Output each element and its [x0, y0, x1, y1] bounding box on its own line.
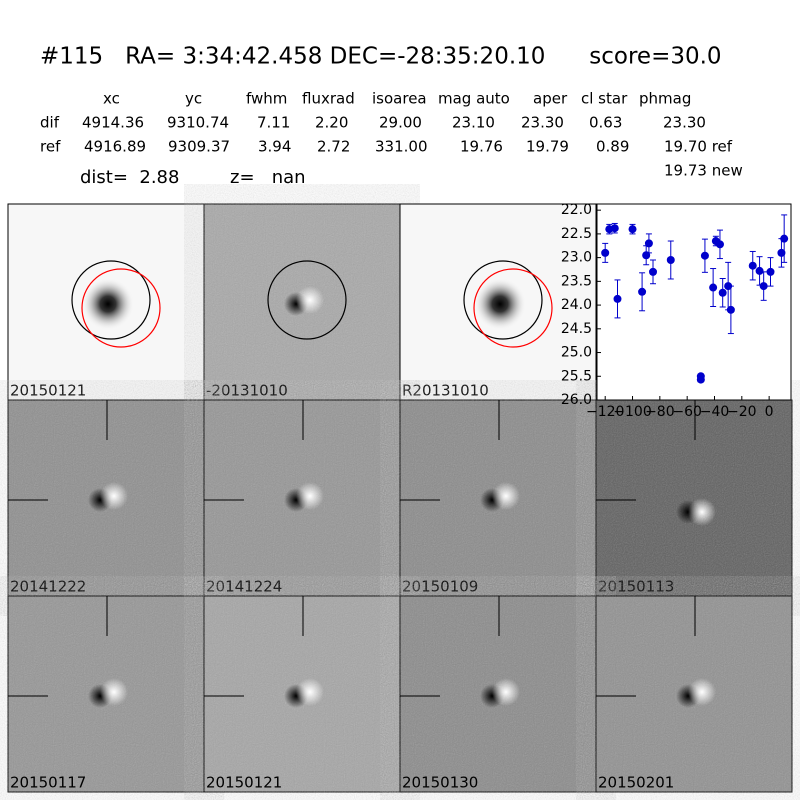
column-header: phmag — [639, 90, 691, 108]
point — [709, 283, 718, 292]
x-tick-label: −100 — [613, 404, 651, 420]
table-cell: 331.00 — [375, 138, 428, 156]
point — [766, 267, 775, 276]
y-tick-label: 22.5 — [561, 226, 592, 242]
point — [649, 267, 658, 276]
dist: dist= 2.88 — [80, 167, 179, 188]
point — [715, 240, 724, 249]
point — [718, 288, 727, 297]
table-cell: 19.70 ref — [664, 138, 733, 156]
dipole-light — [688, 678, 716, 706]
column-header: isoarea — [372, 90, 427, 108]
x-tick-label: −120 — [586, 404, 624, 420]
table-cell: 3.94 — [258, 138, 291, 156]
aperture-ref — [473, 268, 553, 348]
table-cell: 4914.36 — [82, 114, 144, 132]
table-extra: 19.73 new — [664, 162, 743, 180]
y-tick-label: 22.0 — [561, 202, 592, 218]
point — [638, 287, 647, 296]
dipole-light — [492, 678, 520, 706]
stamp-label: 20141222 — [10, 578, 86, 596]
dipole-light — [296, 482, 324, 510]
x-tick-label: −40 — [700, 404, 730, 420]
point — [748, 261, 757, 270]
source — [474, 278, 526, 330]
stamp-label: 20150121 — [206, 774, 282, 792]
table-cell: 19.76 — [460, 138, 503, 156]
stamp-label: 20150117 — [10, 774, 86, 792]
dipole-light — [100, 678, 128, 706]
point — [780, 234, 789, 243]
point — [700, 251, 709, 260]
aperture — [71, 260, 151, 340]
y-tick-label: 24.0 — [561, 297, 592, 313]
stamp-label: 20150121 — [10, 382, 86, 400]
point — [628, 225, 637, 234]
dipole-light — [296, 678, 324, 706]
table-cell: ref — [40, 138, 61, 156]
point — [759, 282, 768, 291]
stamp-label: R20131010 — [402, 382, 489, 400]
point — [613, 294, 622, 303]
y-tick-label: 23.5 — [561, 273, 592, 289]
stamp-noise — [596, 400, 792, 596]
point — [601, 248, 610, 257]
stamp-label: 20150130 — [402, 774, 478, 792]
y-tick-label: 25.5 — [561, 368, 592, 384]
point — [666, 256, 675, 264]
point — [777, 248, 786, 257]
table-cell: 2.72 — [317, 138, 350, 156]
table-cell: 9310.74 — [167, 114, 229, 132]
y-tick-label: 25.0 — [561, 345, 592, 361]
column-header: xc — [103, 90, 120, 108]
column-header: yc — [185, 90, 202, 108]
column-header: cl star — [581, 90, 628, 108]
column-header: fwhm — [246, 90, 287, 108]
table-cell: 7.11 — [257, 114, 290, 132]
stamp-label: -20131010 — [206, 382, 288, 400]
source — [82, 278, 134, 330]
column-header: fluxrad — [302, 90, 355, 108]
table-cell: 19.79 — [526, 138, 569, 156]
table-cell: 4916.89 — [84, 138, 146, 156]
stamp-label: 20150113 — [598, 578, 674, 596]
aperture-ref — [81, 268, 161, 348]
dipole-light — [688, 498, 716, 526]
x-tick-label: −60 — [672, 404, 702, 420]
stamp-label: 20150109 — [402, 578, 478, 596]
dipole-light — [492, 482, 520, 510]
x-tick-label: −80 — [645, 404, 675, 420]
aperture — [463, 260, 543, 340]
y-tick-label: 24.5 — [561, 321, 592, 337]
title: #115 RA= 3:34:42.458 DEC=-28:35:20.10 sc… — [40, 44, 722, 70]
point — [610, 224, 619, 233]
table-cell: 2.20 — [315, 114, 348, 132]
stamp-label: 20150201 — [598, 774, 674, 792]
table-cell: 9309.37 — [168, 138, 230, 156]
point — [726, 305, 735, 314]
stamp-label: 20141224 — [206, 578, 282, 596]
plot-area — [596, 203, 792, 401]
x-tick-label: −20 — [727, 404, 757, 420]
table-cell: 29.00 — [379, 114, 422, 132]
aperture — [267, 260, 347, 340]
table-cell: 23.30 — [663, 114, 706, 132]
y-tick-label: 26.0 — [561, 392, 592, 408]
table-cell: dif — [40, 114, 60, 132]
table-cell: 23.30 — [521, 114, 564, 132]
table-cell: 0.63 — [589, 114, 622, 132]
column-header: aper — [533, 90, 568, 108]
table-cell: 0.89 — [596, 138, 629, 156]
table-cell: 23.10 — [452, 114, 495, 132]
dipole-light — [100, 482, 128, 510]
point — [644, 239, 653, 248]
y-tick-label: 23.0 — [561, 250, 592, 266]
point — [696, 375, 705, 384]
point — [755, 266, 764, 275]
dipole-light — [296, 286, 324, 314]
redshift: z= nan — [230, 167, 306, 188]
column-header: mag auto — [438, 90, 510, 108]
x-tick-label: 0 — [765, 404, 774, 420]
